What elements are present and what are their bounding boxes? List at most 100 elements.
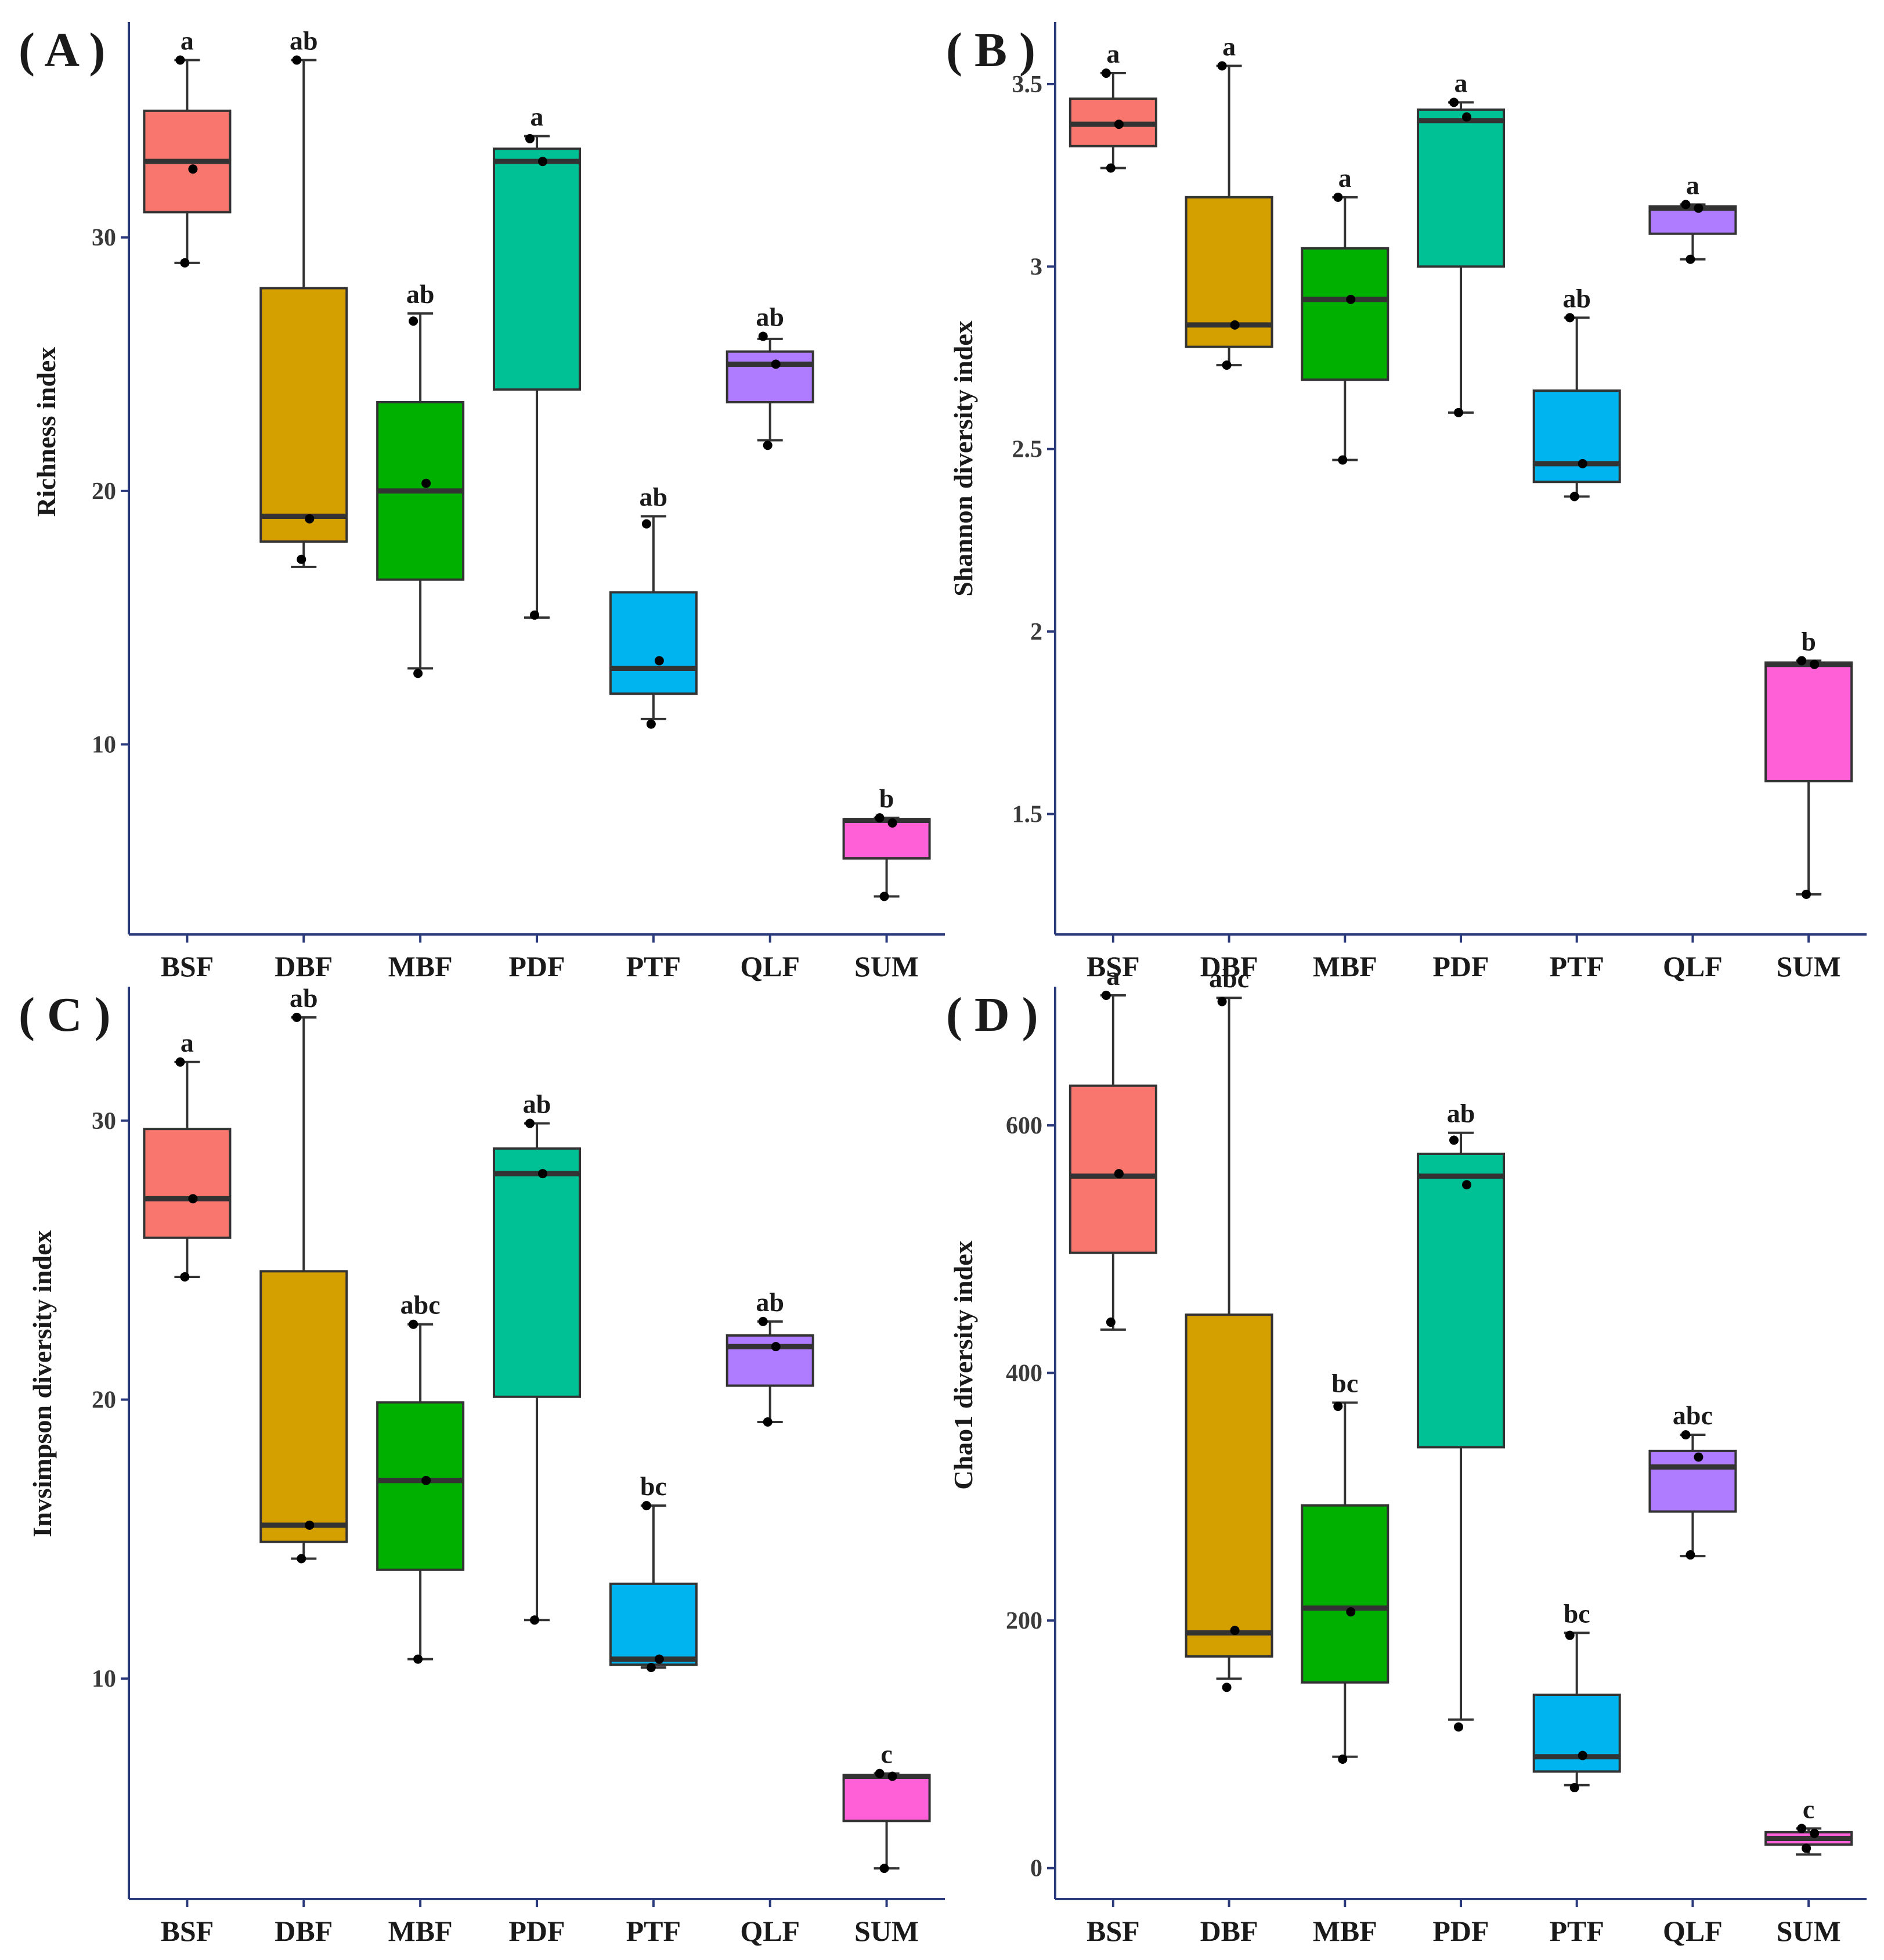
data-point (292, 55, 302, 65)
y-tick-label: 200 (1006, 1608, 1042, 1634)
data-point (180, 1272, 190, 1282)
x-tick-label: PDF (1432, 950, 1489, 983)
significance-letter: a (1222, 31, 1236, 61)
significance-letter: ab (523, 1089, 551, 1119)
data-point (421, 478, 431, 488)
x-tick-label: SUM (854, 950, 919, 983)
significance-letter: b (1801, 626, 1816, 656)
iqr-box (1301, 1504, 1389, 1684)
data-point (1681, 1430, 1691, 1440)
data-point (1230, 1626, 1240, 1636)
y-tick-label: 10 (92, 1666, 116, 1692)
significance-letter: a (181, 26, 194, 56)
data-point (887, 1771, 897, 1781)
significance-letter: a (181, 1028, 194, 1057)
x-tick-label: MBF (388, 950, 453, 983)
x-tick-label: DBF (275, 1915, 333, 1947)
box-qlf: a (1648, 170, 1737, 264)
x-tick-label: PTF (1549, 1915, 1604, 1947)
box-ptf: ab (1532, 283, 1621, 501)
iqr-box (726, 350, 814, 404)
data-point (1449, 98, 1459, 107)
panel-c: ( C ) Invsimpson diversity index 10 20 30 B… (19, 983, 945, 1947)
panel-label: ( D ) (946, 988, 1038, 1042)
significance-letter: a (1338, 163, 1352, 193)
box-dbf: abc (1185, 963, 1273, 1692)
box-ptf: bc (609, 1471, 698, 1672)
significance-letter: c (1803, 1794, 1814, 1824)
box-qlf: abc (1648, 1400, 1737, 1560)
data-point (188, 164, 198, 174)
data-point (771, 1342, 781, 1352)
data-point (641, 519, 651, 529)
data-point (1565, 1630, 1575, 1640)
x-tick-label: PDF (508, 950, 565, 983)
data-point (654, 656, 664, 666)
data-point (1449, 1135, 1459, 1145)
data-point (530, 1615, 539, 1625)
y-tick-label: 2.5 (1012, 436, 1043, 463)
y-tick-label: 30 (92, 1108, 116, 1135)
iqr-box (1532, 1694, 1621, 1773)
iqr-box (376, 1401, 465, 1571)
significance-letter: ab (290, 26, 318, 56)
iqr-box (1648, 1449, 1737, 1513)
x-tick-label: PDF (508, 1915, 565, 1947)
data-point (654, 1654, 664, 1664)
box-dbf: ab (259, 983, 348, 1564)
box-mbf: ab (376, 279, 465, 678)
panel-d: ( D ) Chao1 diversity index 0 200 400 600 BS… (946, 961, 1867, 1947)
data-point (1454, 1722, 1463, 1732)
data-point (875, 1768, 885, 1778)
significance-letter: ab (756, 1287, 784, 1317)
box-qlf: ab (726, 1287, 814, 1427)
x-tick-label: BSF (1087, 950, 1140, 983)
box-bsf: a (143, 1028, 232, 1282)
x-tick-label: SUM (1777, 950, 1841, 983)
data-point (1101, 68, 1111, 78)
iqr-box (842, 1774, 931, 1822)
significance-letter: ab (1562, 283, 1591, 313)
significance-letter: c (880, 1739, 892, 1769)
data-point (1569, 1783, 1579, 1793)
x-tick-label: MBF (1313, 950, 1377, 983)
box-pdf: a (1417, 68, 1505, 417)
data-point (1222, 360, 1232, 370)
significance-letter: abc (1673, 1400, 1713, 1430)
box-bsf: a (1069, 961, 1157, 1331)
y-tick-label: 3 (1030, 254, 1042, 280)
iqr-box (1417, 108, 1505, 268)
box-pdf: ab (493, 1089, 581, 1625)
data-point (538, 1169, 547, 1179)
iqr-box (493, 147, 581, 391)
data-point (1333, 1402, 1343, 1412)
data-point (1454, 407, 1463, 417)
iqr-box (609, 591, 698, 695)
iqr-box (259, 1270, 348, 1543)
data-point (1810, 659, 1820, 669)
data-point (525, 1118, 535, 1128)
x-tick-label: DBF (275, 950, 333, 983)
significance-letter: ab (406, 279, 435, 309)
x-tick-label: PDF (1432, 1915, 1489, 1947)
significance-letter: b (879, 784, 894, 813)
box-sum: c (842, 1739, 931, 1874)
data-point (297, 1554, 306, 1564)
data-point (1333, 192, 1343, 202)
data-point (409, 316, 418, 326)
box-mbf: a (1301, 163, 1389, 465)
y-axis-title: Chao1 diversity index (948, 1240, 978, 1489)
data-point (1694, 1452, 1703, 1462)
data-point (1686, 254, 1695, 264)
iqr-box (1301, 247, 1389, 381)
significance-letter: a (530, 102, 544, 132)
data-point (763, 441, 773, 450)
data-point (409, 1319, 418, 1329)
data-point (1114, 120, 1124, 129)
data-point (421, 1475, 431, 1485)
data-point (641, 1501, 651, 1511)
panel-b: ( B ) Shannon diversity index 1.5 2 2.5 3 3.… (946, 22, 1867, 983)
iqr-box (1764, 661, 1853, 782)
significance-letter: abc (400, 1290, 441, 1320)
data-point (292, 1012, 302, 1022)
